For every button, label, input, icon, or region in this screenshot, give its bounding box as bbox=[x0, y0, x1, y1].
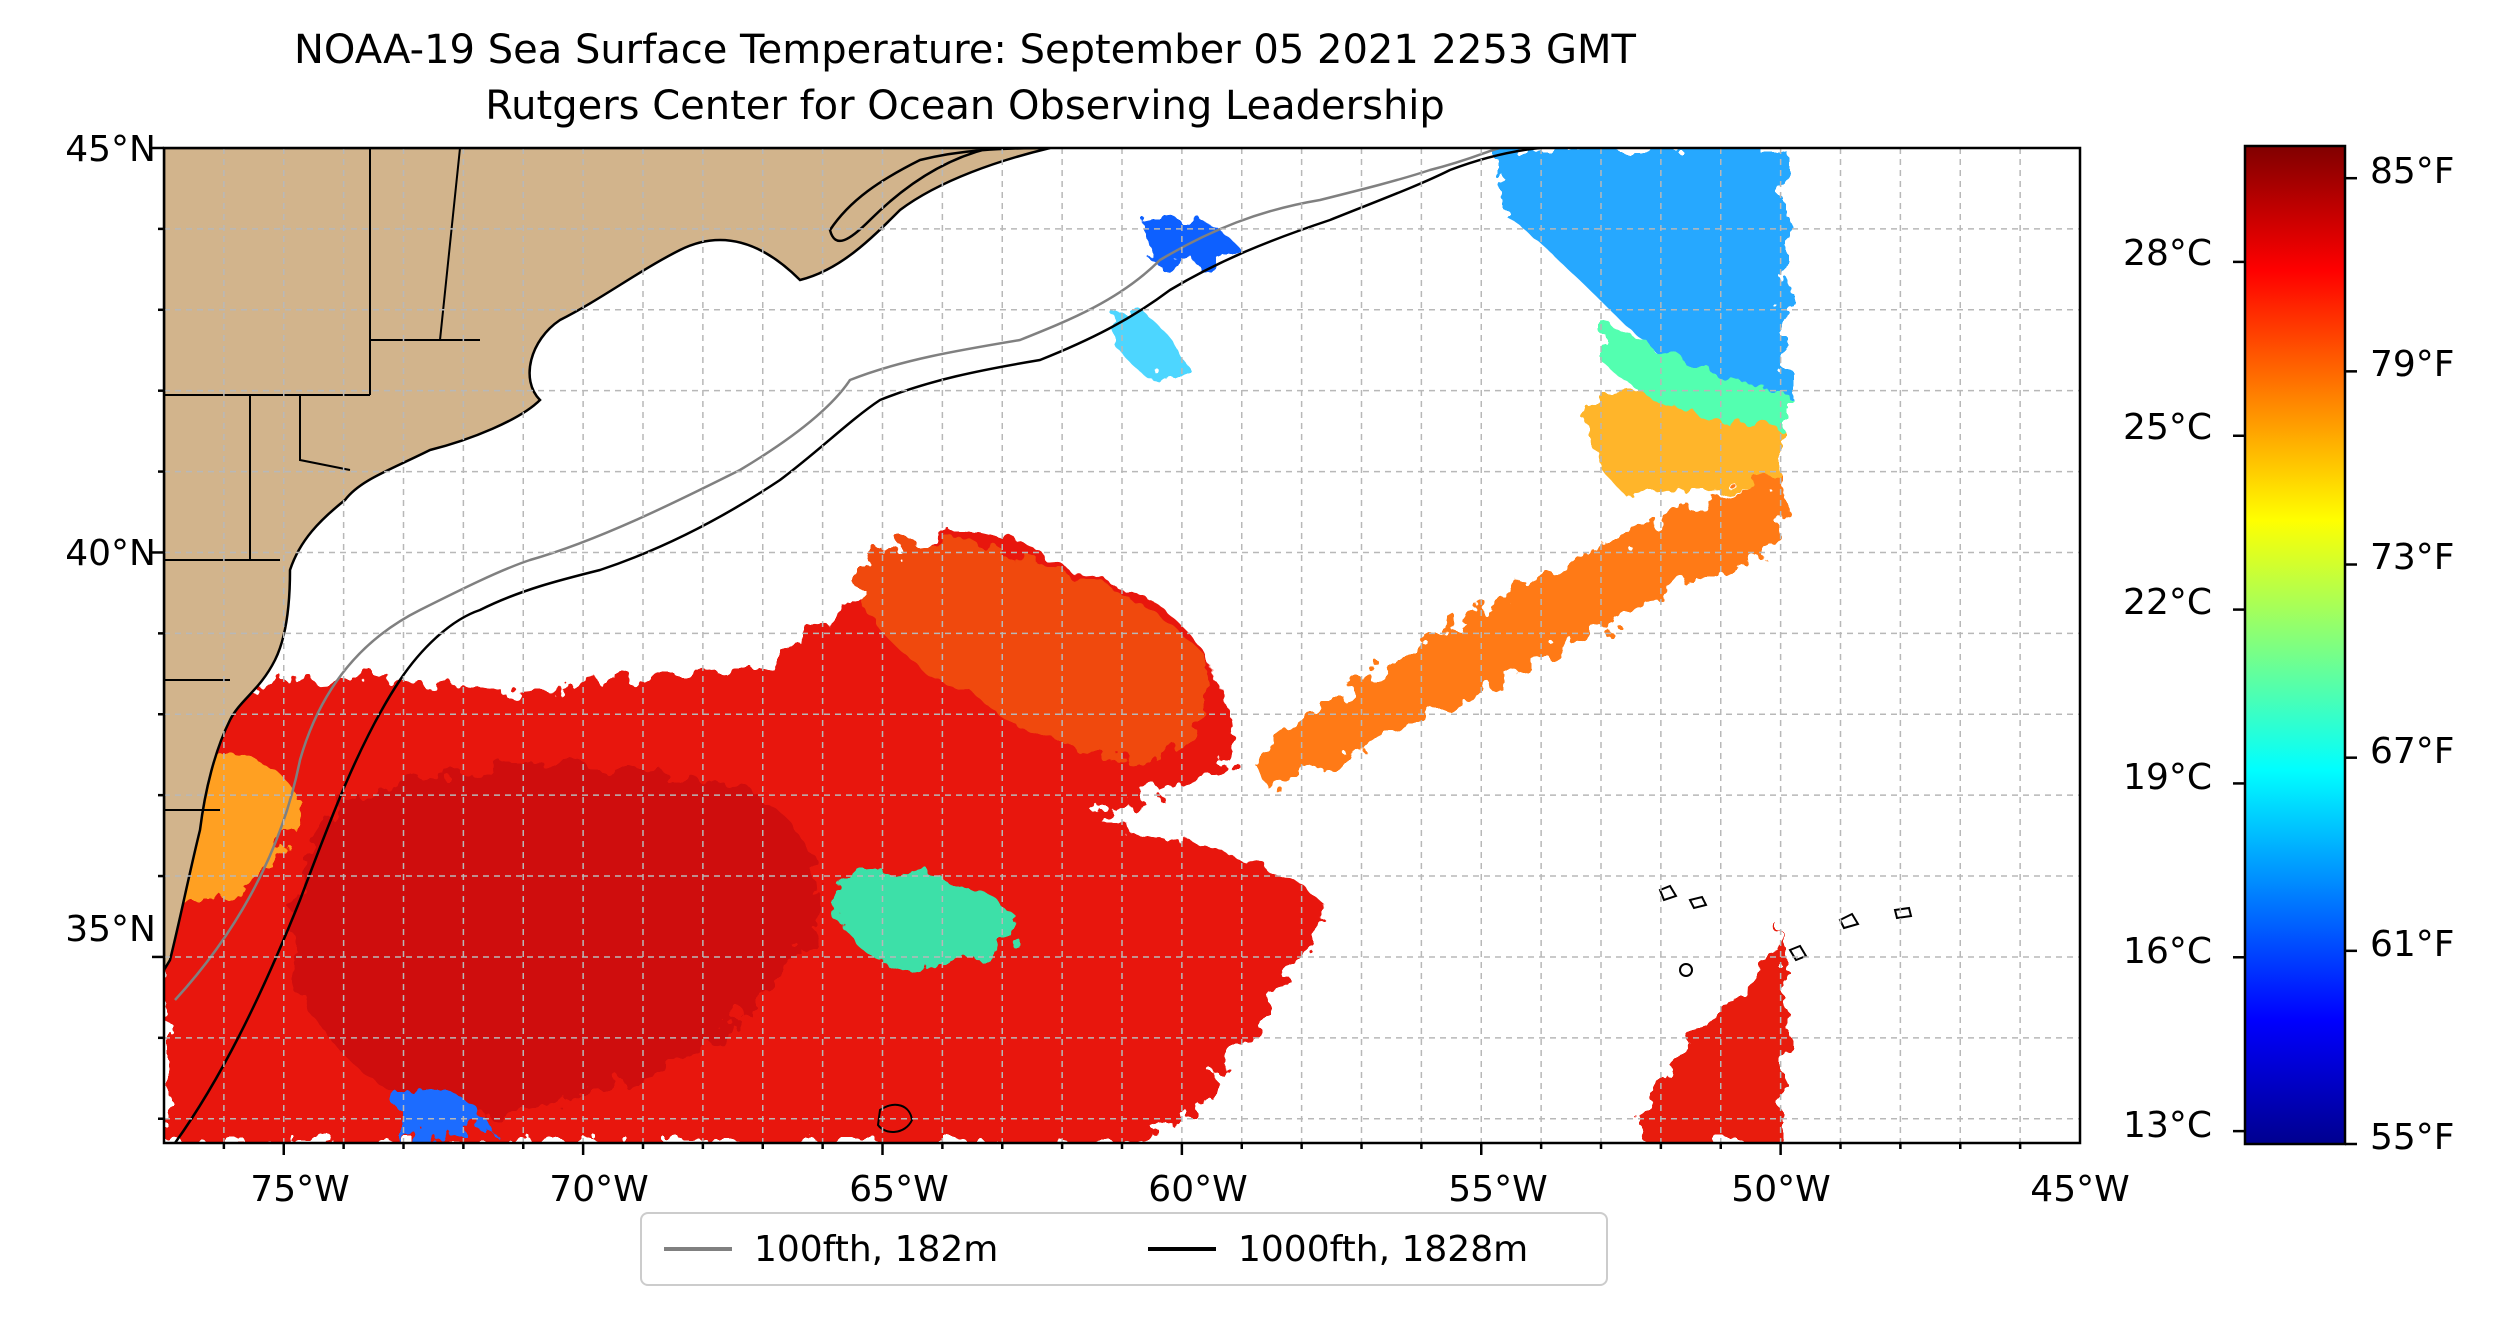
colorbar-celsius-label: 19°C bbox=[2123, 757, 2212, 798]
colorbar bbox=[2243, 144, 2347, 1146]
y-tick-label: 40°N bbox=[65, 533, 156, 574]
x-tick-label: 50°W bbox=[1731, 1169, 1831, 1210]
colorbar-celsius-label: 22°C bbox=[2123, 582, 2212, 623]
sst-cool-northeast bbox=[1500, 148, 1784, 400]
title-line-2: Rutgers Center for Ocean Observing Leade… bbox=[485, 83, 1445, 129]
map-panel bbox=[164, 148, 2080, 1143]
legend: 100fth, 182m 1000fth, 1828m bbox=[640, 1212, 1608, 1286]
x-tick-label: 60°W bbox=[1148, 1169, 1248, 1210]
sst-cool-south bbox=[400, 1089, 490, 1143]
colorbar-celsius-label: 13°C bbox=[2123, 1105, 2212, 1146]
legend-label: 100fth, 182m bbox=[754, 1228, 999, 1270]
contour-100fth bbox=[174, 148, 1501, 1001]
sst-warm-core-dark bbox=[292, 766, 820, 1120]
title-line-1: NOAA-19 Sea Surface Temperature: Septemb… bbox=[294, 27, 1636, 73]
colorbar-fahrenheit-label: 55°F bbox=[2370, 1117, 2455, 1158]
x-tick-label: 75°W bbox=[250, 1169, 350, 1210]
x-tick-label: 55°W bbox=[1448, 1169, 1548, 1210]
land-north-america bbox=[164, 148, 1051, 973]
sst-cool-northeast-edge bbox=[1600, 320, 1784, 430]
axis-tick-marks bbox=[152, 146, 2022, 1155]
legend-label: 1000fth, 1828m bbox=[1238, 1228, 1529, 1270]
colorbar-fahrenheit-label: 67°F bbox=[2370, 731, 2455, 772]
colorbar-tick-marks bbox=[2233, 176, 2357, 1146]
sst-southeast-patch bbox=[1640, 930, 1784, 1143]
colorbar-fahrenheit-label: 79°F bbox=[2370, 344, 2455, 385]
colorbar-fahrenheit-label: 85°F bbox=[2370, 151, 2455, 192]
colorbar-celsius-label: 16°C bbox=[2123, 931, 2212, 972]
x-tick-label: 45°W bbox=[2030, 1169, 2130, 1210]
legend-item-100fth: 100fth, 182m bbox=[664, 1214, 998, 1284]
y-tick-label: 45°N bbox=[65, 129, 156, 170]
colorbar-fahrenheit-label: 73°F bbox=[2370, 537, 2455, 578]
contour-1000fth bbox=[173, 148, 1541, 1143]
x-tick-label: 65°W bbox=[849, 1169, 949, 1210]
x-tick-label: 70°W bbox=[549, 1169, 649, 1210]
sst-east-band bbox=[1250, 470, 1784, 790]
legend-item-1000fth: 1000fth, 1828m bbox=[1148, 1214, 1528, 1284]
sst-north-patch bbox=[860, 541, 1214, 760]
colorbar-fahrenheit-label: 61°F bbox=[2370, 924, 2455, 965]
sst-scotian-shelf bbox=[1110, 308, 1190, 381]
gridlines bbox=[164, 148, 2080, 1143]
y-tick-label: 35°N bbox=[65, 909, 156, 950]
state-borders bbox=[164, 148, 480, 811]
sst-swaths bbox=[164, 148, 1784, 1143]
colorbar-celsius-label: 25°C bbox=[2123, 407, 2212, 448]
legend-swatch-black bbox=[1148, 1247, 1216, 1251]
legend-swatch-gray bbox=[664, 1247, 732, 1251]
colorbar-celsius-label: 28°C bbox=[2123, 233, 2212, 274]
